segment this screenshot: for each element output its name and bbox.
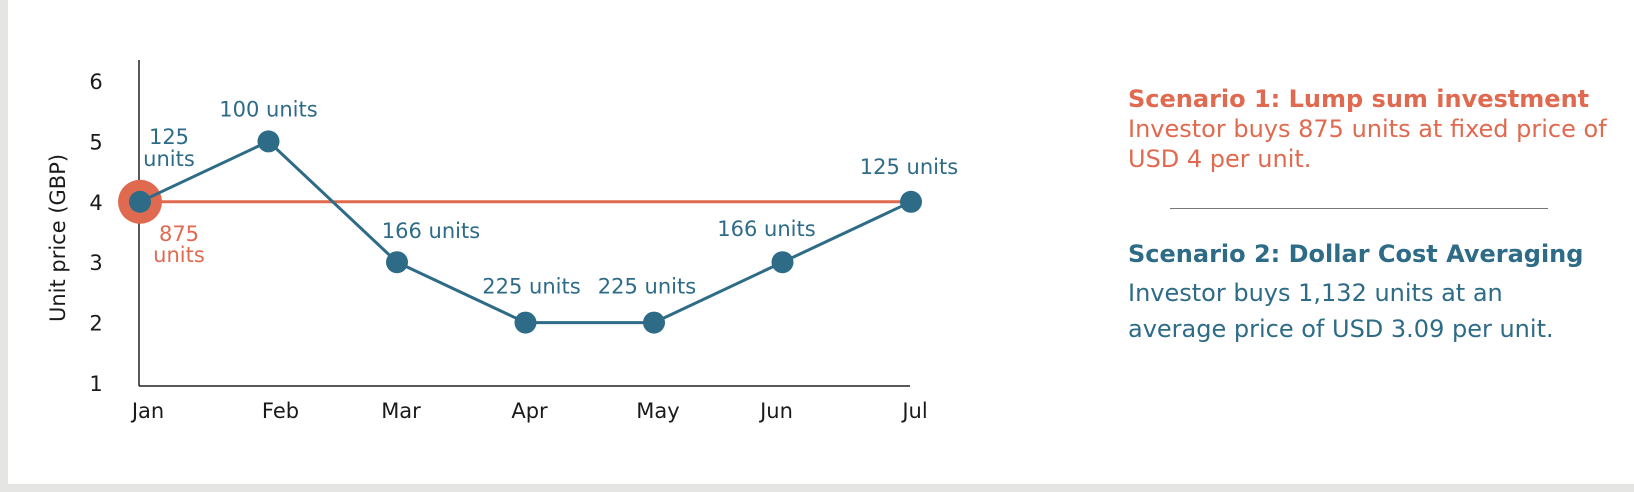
line-chart: 1 2 3 4 5 6 Jan Feb Mar Apr May Jun Jul 125 units 100 …: [46, 60, 958, 423]
axes: 1 2 3 4 5 6 Jan Feb Mar Apr May Jun Jul: [89, 60, 928, 423]
x-tick-label: Feb: [262, 399, 299, 423]
point-label: 125 units: [860, 155, 958, 179]
divider: [1170, 208, 1548, 209]
price-point: [643, 311, 665, 334]
x-tick-label: Jan: [130, 399, 164, 423]
x-tick-label: Apr: [511, 399, 548, 423]
point-label: 100 units: [219, 97, 317, 121]
scenario2-title: Scenario 2: Dollar Cost Averaging: [1128, 240, 1584, 268]
data-label-layer: 125 units 100 units 166 units 225 units 225 u…: [143, 97, 958, 298]
price-point: [771, 251, 794, 274]
scenario-panel: Scenario 1: Lump sum investment Investor…: [1128, 84, 1608, 347]
point-label: 225 units: [482, 275, 580, 299]
lump-sum-label: 875 units: [153, 222, 205, 267]
chart-card: 1 2 3 4 5 6 Jan Feb Mar Apr May Jun Jul 125 units 100 …: [8, 0, 1634, 484]
y-tick-label: 6: [89, 70, 102, 94]
scenario1-title: Scenario 1: Lump sum investment: [1128, 85, 1590, 113]
x-tick-label: Jun: [758, 399, 793, 423]
price-point: [514, 311, 537, 334]
x-tick-label: Mar: [381, 399, 421, 423]
price-point: [900, 190, 922, 213]
point-label: 125 units: [143, 125, 195, 171]
series-layer: [129, 130, 922, 334]
y-tick-label: 2: [89, 312, 102, 336]
point-label: 166 units: [382, 219, 480, 243]
y-tick-label: 1: [89, 372, 102, 396]
scenario1-description: Investor buys 875 units at fixed price o…: [1128, 115, 1607, 173]
x-tick-label: May: [636, 399, 679, 423]
x-tick-label: Jul: [900, 399, 927, 423]
price-point: [386, 251, 408, 274]
point-label: 225 units: [598, 275, 696, 299]
scenario2-description: Investor buys 1,132 units at an average …: [1128, 279, 1554, 343]
y-tick-label: 5: [89, 130, 102, 154]
y-tick-label: 4: [89, 191, 102, 215]
y-tick-label: 3: [89, 251, 102, 275]
price-point: [257, 130, 280, 153]
point-label: 166 units: [717, 217, 815, 241]
price-point: [129, 190, 151, 213]
y-axis-label: Unit price (GBP): [46, 154, 70, 322]
